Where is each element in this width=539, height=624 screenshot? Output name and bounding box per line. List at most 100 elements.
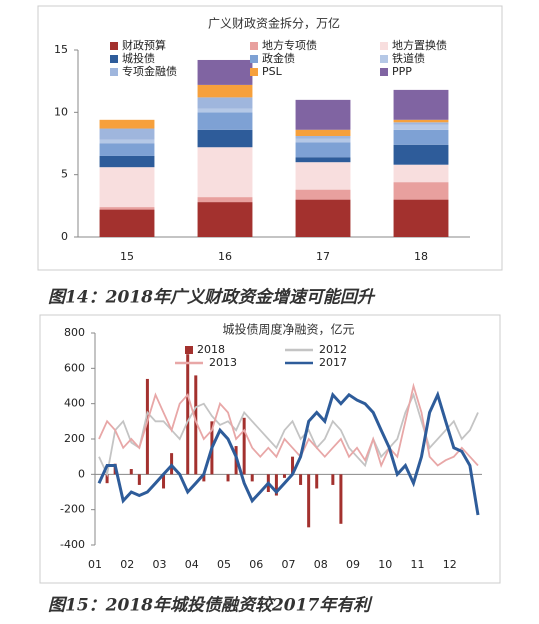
- bar: [307, 474, 311, 528]
- legend-label: PPP: [392, 65, 412, 78]
- bar: [250, 474, 254, 482]
- bar-segment: [393, 199, 449, 237]
- bar-segment: [197, 202, 253, 237]
- y-tick-label: 800: [64, 326, 85, 339]
- chart-title: 城投债周度净融资，亿元: [222, 322, 354, 337]
- y-tick-label: 400: [64, 397, 85, 410]
- bar-segment: [197, 108, 253, 113]
- bar: [137, 474, 141, 485]
- bar-segment: [295, 129, 351, 137]
- bar-segment: [295, 142, 351, 158]
- x-tick-label: 18: [414, 250, 428, 263]
- legend-label: 2012: [319, 343, 347, 356]
- y-tick-label: 15: [54, 43, 68, 56]
- bar: [315, 474, 319, 489]
- caption: 图15：2018年城投债融资较2017年有利: [48, 596, 373, 616]
- bar-segment: [99, 143, 155, 156]
- bar: [194, 375, 198, 475]
- legend-swatch: [110, 55, 118, 63]
- legend-swatch: [380, 42, 388, 50]
- bar-segment: [197, 197, 253, 203]
- bar-segment: [295, 157, 351, 163]
- bar-segment: [295, 99, 351, 130]
- y-tick-label: 200: [64, 432, 85, 445]
- y-tick-label: 0: [78, 467, 85, 480]
- x-tick-label: 17: [316, 250, 330, 263]
- bar-segment: [393, 122, 449, 125]
- bar-segment: [197, 129, 253, 148]
- caption: 图14：2018年广义财政资金增速可能回升: [48, 288, 376, 308]
- bar-segment: [99, 209, 155, 237]
- legend-swatch: [380, 55, 388, 63]
- bar-segment: [99, 128, 155, 140]
- y-tick-label: 5: [61, 168, 68, 181]
- x-tick-label: 08: [314, 558, 328, 571]
- y-tick-label: 600: [64, 361, 85, 374]
- bar-segment: [393, 144, 449, 165]
- x-tick-label: 15: [120, 250, 134, 263]
- line: [98, 392, 479, 478]
- line: [97, 390, 480, 516]
- x-tick-label: 11: [411, 558, 425, 571]
- x-tick-label: 07: [282, 558, 296, 571]
- bar: [282, 474, 286, 478]
- bar: [299, 474, 303, 485]
- bar: [145, 378, 149, 475]
- x-tick-label: 03: [153, 558, 167, 571]
- legend-label: 政金债: [262, 51, 295, 65]
- legend-label: PSL: [262, 65, 283, 78]
- x-tick-label: 04: [185, 558, 199, 571]
- y-tick-label: 10: [54, 105, 68, 118]
- x-tick-label: 16: [218, 250, 232, 263]
- legend-label: 地方专项债: [262, 38, 317, 52]
- bar-segment: [197, 97, 253, 109]
- x-tick-label: 01: [88, 558, 102, 571]
- bar-segment: [99, 119, 155, 129]
- bar-segment: [197, 59, 253, 85]
- bar-segment: [393, 129, 449, 145]
- frame: [39, 314, 501, 584]
- bar: [339, 474, 343, 524]
- legend-label: 铁道债: [392, 51, 425, 65]
- legend-swatch: [250, 42, 258, 50]
- bar: [291, 456, 295, 475]
- bar-segment: [197, 84, 253, 98]
- bar-segment: [393, 182, 449, 200]
- bar-segment: [99, 207, 155, 210]
- legend-swatch: [250, 68, 258, 76]
- legend-label: 2018: [197, 343, 225, 356]
- legend-label: 2013: [209, 356, 237, 369]
- bar-segment: [295, 162, 351, 190]
- x-tick-label: 05: [217, 558, 231, 571]
- bar-segment: [99, 155, 155, 168]
- x-tick-label: 06: [249, 558, 263, 571]
- bar: [202, 474, 206, 482]
- legend-label: 地方置换债: [392, 38, 447, 52]
- legend-swatch: [110, 42, 118, 50]
- x-tick-label: 09: [346, 558, 360, 571]
- bar-segment: [393, 164, 449, 183]
- bar-segment: [393, 119, 449, 123]
- bar-segment: [197, 112, 253, 130]
- bar-segment: [393, 89, 449, 120]
- legend-label: 2017: [319, 356, 347, 369]
- bar-segment: [295, 136, 351, 139]
- bar: [129, 469, 133, 475]
- x-tick-label: 10: [378, 558, 392, 571]
- legend-swatch: [110, 68, 118, 76]
- y-tick-label: -200: [60, 503, 85, 516]
- chart-title: 广义财政资金拆分，万亿: [208, 16, 340, 31]
- bar: [105, 474, 109, 484]
- bar-segment: [295, 138, 351, 143]
- bar-segment: [99, 167, 155, 208]
- bar-segment: [99, 139, 155, 144]
- x-tick-label: 02: [120, 558, 134, 571]
- bar-segment: [393, 124, 449, 130]
- legend-swatch: [185, 346, 193, 354]
- y-tick-label: -400: [60, 538, 85, 551]
- frame: [37, 5, 503, 271]
- y-tick-label: 0: [61, 230, 68, 243]
- bar: [331, 474, 335, 485]
- legend-swatch: [380, 68, 388, 76]
